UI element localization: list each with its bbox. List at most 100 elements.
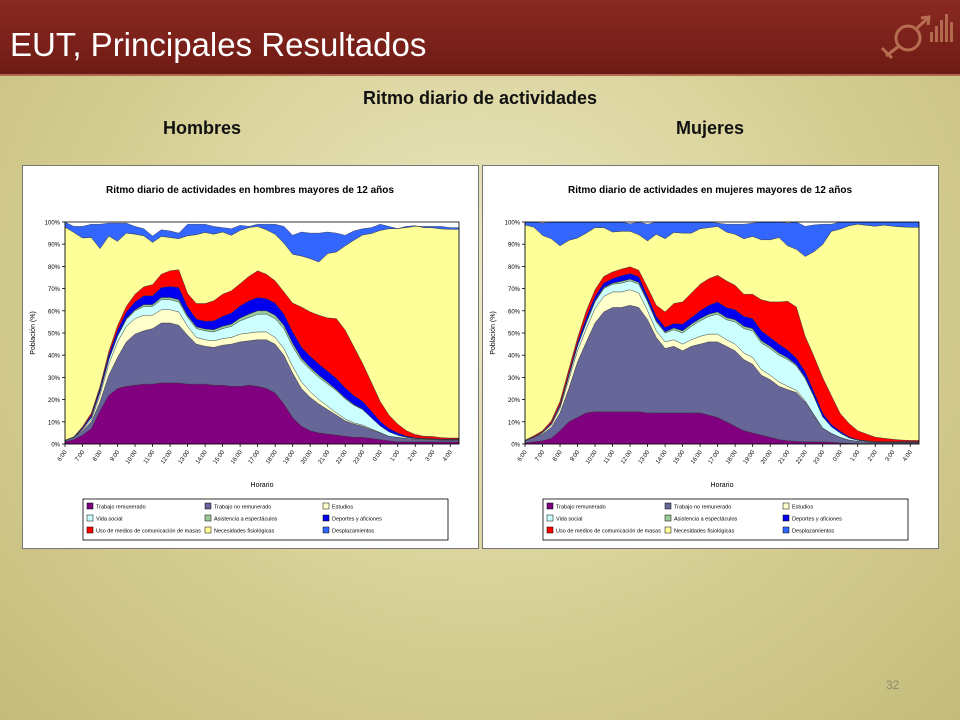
- chart-legend: Trabajo remunerado Trabajo no remunerado E…: [82, 498, 449, 541]
- x-tick-label: 18:00: [265, 449, 279, 465]
- x-tick-label: 4:00: [902, 449, 914, 463]
- x-axis-label: Horario: [711, 482, 734, 489]
- x-axis-label: Horario: [251, 482, 274, 489]
- legend-label: Vida social: [556, 517, 583, 523]
- legend-swatch: [204, 514, 212, 522]
- x-tick-label: 23:00: [813, 449, 827, 465]
- y-tick-label: 50%: [48, 332, 61, 338]
- legend-item: Estudios: [782, 502, 813, 511]
- legend-item: Asistencia a espectáculos: [664, 514, 738, 523]
- legend-item: Deportes y aficiones: [782, 514, 842, 523]
- legend-swatch: [204, 526, 212, 534]
- y-tick-label: 30%: [508, 376, 521, 382]
- x-tick-label: 8:00: [92, 449, 104, 463]
- y-tick-label: 0%: [51, 443, 60, 449]
- x-tick-label: 4:00: [442, 449, 454, 463]
- legend-item: Necesidades fisiológicas: [204, 526, 274, 535]
- y-tick-label: 100%: [505, 221, 521, 227]
- x-tick-label: 16:00: [690, 449, 704, 465]
- y-tick-label: 40%: [508, 354, 521, 360]
- legend-swatch: [322, 514, 330, 522]
- legend-box: [542, 498, 909, 541]
- x-tick-label: 3:00: [425, 449, 437, 463]
- legend-swatch: [664, 502, 672, 510]
- x-tick-label: 7:00: [75, 449, 87, 463]
- x-tick-label: 0:00: [372, 449, 384, 463]
- y-tick-label: 80%: [508, 265, 521, 271]
- legend-item: Uso de medios de comunicación de masas: [546, 526, 661, 535]
- legend-label: Uso de medios de comunicación de masas: [96, 529, 201, 535]
- legend-label: Desplazamientos: [332, 529, 374, 535]
- x-tick-label: 23:00: [353, 449, 367, 465]
- legend-item: Trabajo no remunerado: [664, 502, 731, 511]
- area-chart-mujeres: Ritmo diario de actividades en mujeres m…: [490, 185, 920, 541]
- legend-swatch: [664, 514, 672, 522]
- legend-item: Desplazamientos: [782, 526, 834, 535]
- legend-label: Trabajo remunerado: [96, 505, 146, 511]
- legend-item: Estudios: [322, 502, 353, 511]
- legend-swatch: [86, 514, 94, 522]
- legend-swatch: [86, 526, 94, 534]
- legend-label: Deportes y aficiones: [792, 517, 842, 523]
- x-tick-label: 19:00: [283, 449, 297, 465]
- x-tick-label: 13:00: [178, 449, 192, 465]
- hombres-label: Hombres: [163, 118, 242, 138]
- x-tick-label: 20:00: [300, 449, 314, 465]
- x-tick-label: 1:00: [850, 449, 862, 463]
- legend-swatch: [782, 514, 790, 522]
- legend-item: Vida social: [546, 514, 583, 523]
- legend-item: Trabajo remunerado: [86, 502, 146, 511]
- x-tick-label: 9:00: [110, 449, 122, 463]
- x-tick-label: 11:00: [143, 449, 157, 465]
- mujeres-label: Mujeres: [676, 118, 745, 138]
- x-tick-label: 11:00: [603, 449, 617, 465]
- legend-label: Vida social: [96, 517, 123, 523]
- legend-item: Asistencia a espectáculos: [204, 514, 278, 523]
- legend-label: Estudios: [332, 505, 353, 511]
- legend-swatch: [204, 502, 212, 510]
- x-tick-label: 2:00: [867, 449, 879, 463]
- y-tick-label: 10%: [508, 420, 521, 426]
- y-tick-label: 30%: [48, 376, 61, 382]
- chart-panel-mujeres: Ritmo diario de actividades en mujeres m…: [482, 165, 939, 549]
- x-tick-label: 14:00: [655, 449, 669, 465]
- plot-area: [64, 221, 460, 445]
- x-tick-label: 22:00: [335, 449, 349, 465]
- x-tick-label: 2:00: [407, 449, 419, 463]
- x-tick-label: 10:00: [585, 449, 599, 465]
- eut-logo-icon: [880, 14, 953, 60]
- x-tick-label: 9:00: [570, 449, 582, 463]
- y-axis-label: Población (%): [30, 311, 37, 355]
- y-axis-label: Población (%): [490, 311, 497, 355]
- legend-label: Trabajo no remunerado: [214, 505, 271, 511]
- plot-area: [524, 221, 920, 445]
- legend-label: Trabajo remunerado: [556, 505, 606, 511]
- y-tick-label: 70%: [48, 287, 61, 293]
- legend-swatch: [546, 502, 554, 510]
- chart-title: Ritmo diario de actividades en hombres m…: [106, 185, 394, 196]
- page-number: 32: [886, 678, 900, 692]
- x-tick-label: 1:00: [390, 449, 402, 463]
- legend-swatch: [322, 502, 330, 510]
- x-tick-label: 6:00: [57, 449, 69, 463]
- legend-swatch: [664, 526, 672, 534]
- x-tick-label: 20:00: [760, 449, 774, 465]
- x-tick-label: 21:00: [318, 449, 332, 465]
- chart-title: Ritmo diario de actividades en mujeres m…: [568, 185, 852, 196]
- y-tick-label: 80%: [48, 265, 61, 271]
- legend-swatch: [86, 502, 94, 510]
- legend-item: Trabajo remunerado: [546, 502, 606, 511]
- x-tick-label: 16:00: [230, 449, 244, 465]
- x-tick-label: 18:00: [725, 449, 739, 465]
- x-tick-label: 12:00: [620, 449, 634, 465]
- y-tick-label: 60%: [508, 309, 521, 315]
- x-tick-label: 15:00: [213, 449, 227, 465]
- chart-section-title: Ritmo diario de actividades: [362, 88, 598, 108]
- legend-label: Estudios: [792, 505, 813, 511]
- x-tick-label: 15:00: [673, 449, 687, 465]
- y-tick-label: 90%: [48, 243, 61, 249]
- x-tick-label: 0:00: [832, 449, 844, 463]
- x-tick-label: 21:00: [778, 449, 792, 465]
- legend-box: [82, 498, 449, 541]
- x-tick-label: 19:00: [743, 449, 757, 465]
